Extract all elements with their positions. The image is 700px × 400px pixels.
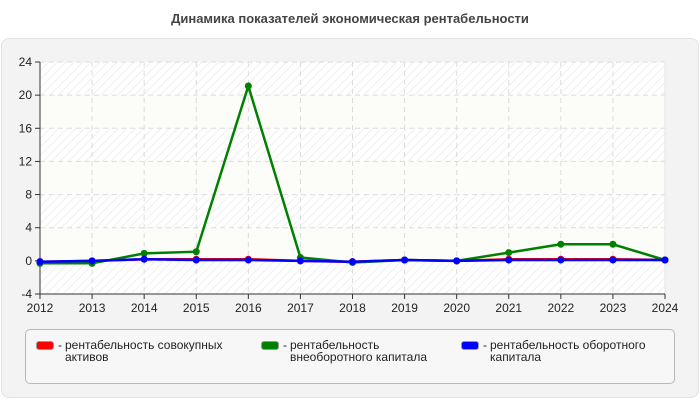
legend-label: рентабельность внеоборотного капитала [290,338,427,364]
legend-label: рентабельность оборотного капитала [490,338,646,364]
svg-text:2014: 2014 [131,301,158,315]
legend-item-noncurrent: - рентабельность внеоборотного капитала [261,339,461,363]
svg-text:2021: 2021 [495,301,522,315]
legend-label: рентабельность совокупных активов [65,338,223,364]
svg-text:24: 24 [19,55,33,69]
legend-item-assets: - рентабельность совокупных активов [36,339,246,363]
svg-text:20: 20 [19,88,33,102]
svg-text:2012: 2012 [27,301,54,315]
svg-text:0: 0 [25,254,32,268]
svg-text:2024: 2024 [652,301,679,315]
legend-swatch-green [261,341,279,350]
chart-title: Динамика показателей экономическая рента… [171,11,529,26]
svg-text:2013: 2013 [79,301,106,315]
legend-swatch-red [36,341,54,350]
svg-text:2019: 2019 [391,301,418,315]
legend: - рентабельность совокупных активов - ре… [25,329,675,384]
svg-text:2016: 2016 [235,301,262,315]
svg-text:4: 4 [25,221,32,235]
svg-text:2020: 2020 [443,301,470,315]
svg-text:8: 8 [25,188,32,202]
svg-text:2015: 2015 [183,301,210,315]
legend-item-current: - рентабельность оборотного капитала [461,339,671,363]
svg-text:-4: -4 [21,287,32,301]
svg-text:16: 16 [19,121,33,135]
svg-text:2023: 2023 [600,301,627,315]
svg-text:2022: 2022 [547,301,574,315]
svg-text:2017: 2017 [287,301,314,315]
svg-text:12: 12 [19,154,33,168]
svg-text:2018: 2018 [339,301,366,315]
legend-swatch-blue [461,341,479,350]
